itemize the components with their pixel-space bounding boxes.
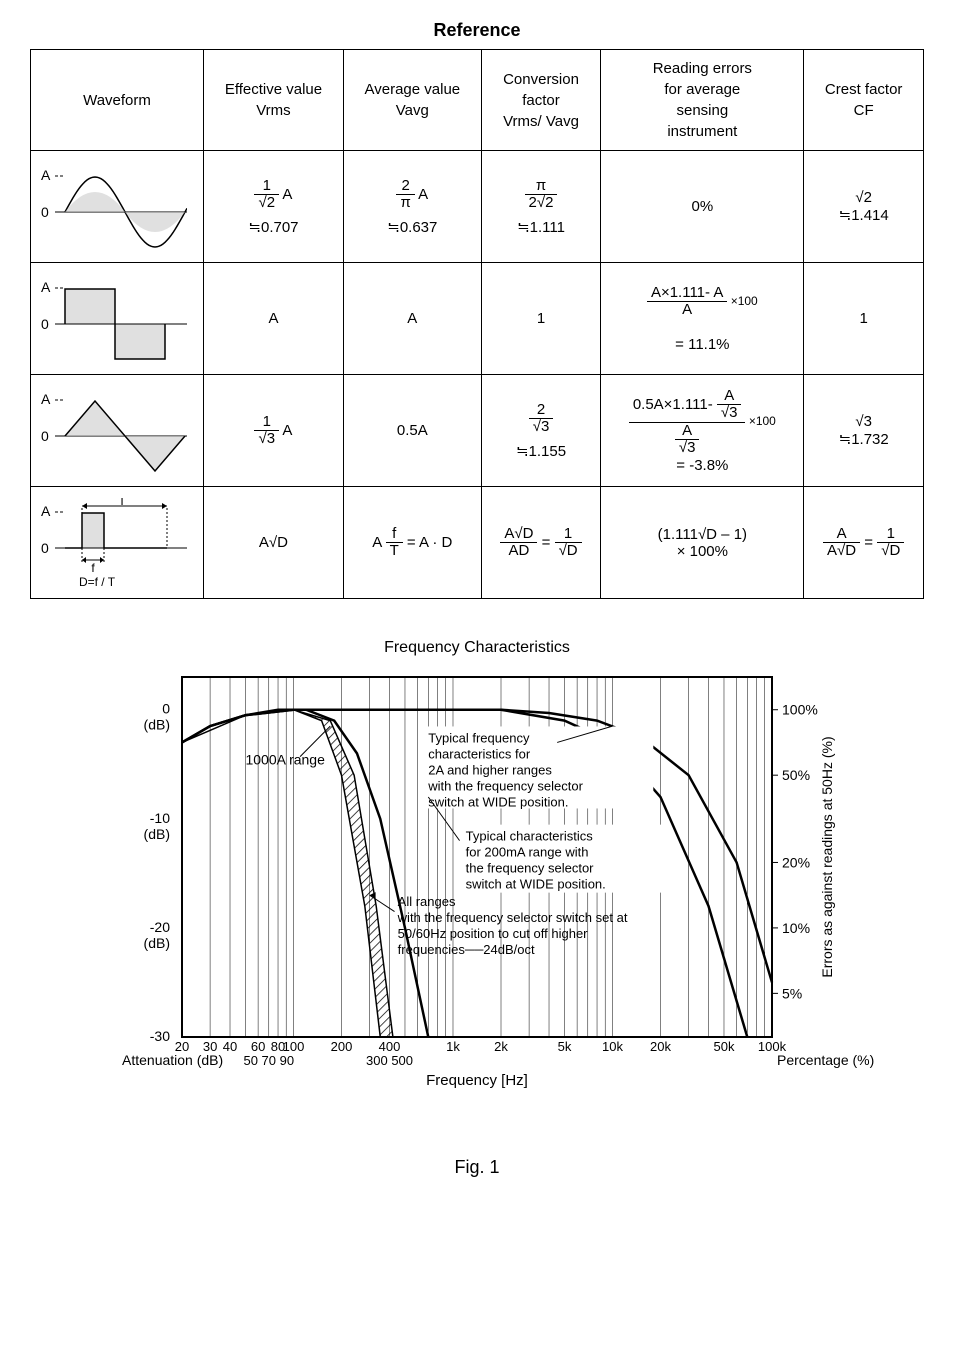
svg-text:2A and higher ranges: 2A and higher ranges [428, 762, 552, 777]
svg-text:with the frequency selector: with the frequency selector [427, 778, 583, 793]
svg-text:5k: 5k [558, 1039, 572, 1054]
svg-text:20k: 20k [650, 1039, 671, 1054]
cell-error: (1.111√D – 1)× 100% [601, 487, 804, 599]
svg-text:A: A [41, 279, 51, 295]
col-conv: ConversionfactorVrms/ Vavg [481, 50, 601, 151]
cell: 1 [481, 263, 601, 375]
svg-text:0: 0 [162, 701, 170, 717]
waveform-cell: A0 [31, 263, 204, 375]
waveform-cell: A 0 TfD=f / T [31, 487, 204, 599]
svg-text:A: A [41, 503, 51, 519]
cell: 1√2 A≒0.707 [204, 151, 344, 263]
svg-text:switch at WIDE position.: switch at WIDE position. [428, 794, 568, 809]
svg-text:T: T [118, 498, 126, 508]
svg-text:-10: -10 [150, 810, 170, 826]
col-err: Reading errorsfor averagesensinginstrume… [601, 50, 804, 151]
svg-text:200: 200 [331, 1039, 353, 1054]
table-row: A0AA1A×1.111- AA ×100= 11.1%1 [31, 263, 924, 375]
svg-text:0: 0 [41, 428, 49, 444]
cell: A√DAD = 1√D [481, 487, 601, 599]
svg-text:Frequency [Hz]: Frequency [Hz] [426, 1072, 528, 1089]
svg-text:Attenuation (dB): Attenuation (dB) [122, 1052, 223, 1068]
waveform-cell: A0 [31, 151, 204, 263]
svg-text:0: 0 [41, 204, 49, 220]
cell: 0.5A [343, 375, 481, 487]
svg-text:f: f [91, 561, 95, 575]
svg-text:(dB): (dB) [144, 935, 170, 951]
svg-text:(dB): (dB) [144, 826, 170, 842]
reference-title: Reference [30, 20, 924, 41]
cell: A [343, 263, 481, 375]
cell-cf: √3≒1.732 [804, 375, 924, 487]
chart-title: Frequency Characteristics [30, 639, 924, 657]
col-waveform: Waveform [31, 50, 204, 151]
svg-text:50 70 90: 50 70 90 [243, 1053, 294, 1068]
chart-svg: 20304060801002004001k2k5k10k20k50k100k50… [77, 667, 877, 1127]
col-vavg: Average valueVavg [343, 50, 481, 151]
cell: 2√3≒1.155 [481, 375, 601, 487]
reference-table: Waveform Effective valueVrms Average val… [30, 49, 924, 599]
svg-text:10%: 10% [782, 920, 810, 936]
svg-text:(dB): (dB) [144, 717, 170, 733]
svg-text:50k: 50k [714, 1039, 735, 1054]
svg-text:0: 0 [41, 316, 49, 332]
svg-text:-20: -20 [150, 919, 170, 935]
col-cf: Crest factorCF [804, 50, 924, 151]
svg-text:100: 100 [283, 1039, 305, 1054]
cell: 1√3 A [204, 375, 344, 487]
svg-text:1k: 1k [446, 1039, 460, 1054]
svg-text:switch at WIDE position.: switch at WIDE position. [466, 877, 606, 892]
figure-label: Fig. 1 [30, 1157, 924, 1178]
svg-text:400: 400 [379, 1039, 401, 1054]
svg-text:A: A [41, 391, 51, 407]
cell-cf: 1 [804, 263, 924, 375]
svg-text:characteristics for: characteristics for [428, 746, 531, 761]
table-row: A01√3 A0.5A2√3≒1.1550.5A×1.111- A√3A√3 ×… [31, 375, 924, 487]
cell-cf: √2≒1.414 [804, 151, 924, 263]
frequency-chart: Frequency Characteristics 20304060801002… [30, 639, 924, 1178]
svg-text:5%: 5% [782, 985, 802, 1001]
cell: π2√2≒1.111 [481, 151, 601, 263]
cell: A [204, 263, 344, 375]
svg-text:for 200mA range with: for 200mA range with [466, 845, 589, 860]
svg-text:0: 0 [41, 540, 49, 556]
cell: 2π A≒0.637 [343, 151, 481, 263]
svg-text:100%: 100% [782, 702, 818, 718]
svg-text:All ranges: All ranges [398, 894, 456, 909]
svg-text:-30: -30 [150, 1028, 170, 1044]
svg-text:the frequency selector: the frequency selector [466, 861, 595, 876]
cell-error: 0% [601, 151, 804, 263]
svg-text:frequencies──24dB/oct: frequencies──24dB/oct [398, 942, 535, 957]
svg-text:50/60Hz position to cut off hi: 50/60Hz position to cut off higher [398, 926, 588, 941]
table-row: A 0 TfD=f / T A√DA fT = A · DA√DAD = 1√D(1.… [31, 487, 924, 599]
svg-text:1000A range: 1000A range [245, 751, 325, 767]
cell-cf: AA√D = 1√D [804, 487, 924, 599]
svg-text:2k: 2k [494, 1039, 508, 1054]
svg-text:300 500: 300 500 [366, 1053, 413, 1068]
svg-text:20%: 20% [782, 854, 810, 870]
cell-error: A×1.111- AA ×100= 11.1% [601, 263, 804, 375]
svg-text:Percentage (%): Percentage (%) [777, 1052, 874, 1068]
waveform-cell: A0 [31, 375, 204, 487]
col-vrms: Effective valueVrms [204, 50, 344, 151]
cell: A√D [204, 487, 344, 599]
svg-text:60: 60 [251, 1039, 265, 1054]
svg-text:40: 40 [223, 1039, 237, 1054]
svg-text:Typical characteristics: Typical characteristics [466, 829, 594, 844]
svg-text:A: A [41, 167, 51, 183]
svg-text:D=f / T: D=f / T [79, 575, 116, 588]
cell-error: 0.5A×1.111- A√3A√3 ×100= -3.8% [601, 375, 804, 487]
svg-text:10k: 10k [602, 1039, 623, 1054]
table-row: A01√2 A≒0.7072π A≒0.637π2√2≒1.1110%√2≒1.… [31, 151, 924, 263]
svg-text:with the frequency selector sw: with the frequency selector switch set a… [397, 910, 628, 925]
svg-text:50%: 50% [782, 767, 810, 783]
svg-text:Errors as against readings at: Errors as against readings at 50Hz (%) [819, 736, 835, 977]
cell: A fT = A · D [343, 487, 481, 599]
svg-text:Typical frequency: Typical frequency [428, 730, 530, 745]
